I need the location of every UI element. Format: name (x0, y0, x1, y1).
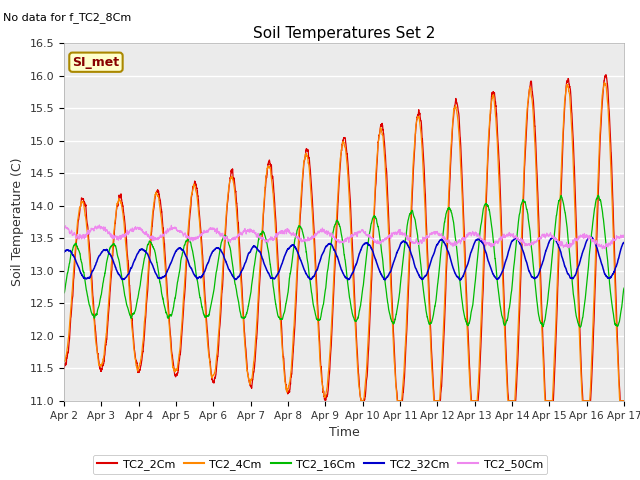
TC2_50Cm (598, 246, 606, 252)
Line: TC2_50Cm: TC2_50Cm (64, 225, 624, 249)
TC2_32Cm (456, 277, 464, 283)
TC2_50Cm (60, 227, 68, 232)
TC2_32Cm (620, 240, 628, 245)
TC2_32Cm (586, 234, 593, 240)
TC2_50Cm (620, 233, 627, 239)
TC2_16Cm (161, 303, 168, 309)
Text: SI_met: SI_met (72, 56, 120, 69)
TC2_4Cm (161, 257, 168, 263)
TC2_32Cm (161, 274, 168, 279)
TC2_32Cm (323, 243, 331, 249)
TC2_4Cm (470, 398, 477, 404)
Legend: TC2_2Cm, TC2_4Cm, TC2_16Cm, TC2_32Cm, TC2_50Cm: TC2_2Cm, TC2_4Cm, TC2_16Cm, TC2_32Cm, TC… (93, 455, 547, 474)
TC2_32Cm (470, 242, 477, 248)
TC2_32Cm (438, 237, 446, 243)
TC2_16Cm (501, 322, 509, 328)
TC2_16Cm (60, 290, 68, 296)
TC2_32Cm (502, 259, 509, 265)
Y-axis label: Soil Temperature (C): Soil Temperature (C) (11, 158, 24, 286)
TC2_4Cm (620, 398, 627, 404)
Text: No data for f_TC2_8Cm: No data for f_TC2_8Cm (3, 12, 131, 23)
TC2_4Cm (439, 346, 447, 351)
Line: TC2_4Cm: TC2_4Cm (64, 83, 624, 401)
TC2_2Cm (323, 393, 331, 398)
TC2_2Cm (502, 332, 509, 337)
TC2_50Cm (470, 232, 477, 238)
TC2_2Cm (620, 398, 627, 404)
TC2_2Cm (161, 245, 168, 251)
TC2_50Cm (161, 229, 168, 235)
Line: TC2_16Cm: TC2_16Cm (64, 195, 624, 327)
TC2_4Cm (620, 398, 628, 404)
TC2_50Cm (439, 236, 447, 241)
TC2_50Cm (323, 232, 331, 238)
TC2_32Cm (620, 240, 627, 246)
TC2_50Cm (620, 234, 628, 240)
TC2_2Cm (60, 366, 68, 372)
TC2_2Cm (602, 72, 610, 78)
TC2_16Cm (620, 288, 627, 293)
TC2_16Cm (438, 237, 446, 242)
X-axis label: Time: Time (328, 426, 360, 439)
TC2_32Cm (60, 250, 68, 255)
TC2_50Cm (502, 234, 509, 240)
TC2_16Cm (576, 324, 584, 330)
TC2_2Cm (321, 398, 329, 404)
TC2_16Cm (595, 192, 602, 198)
TC2_2Cm (470, 398, 477, 404)
TC2_4Cm (357, 398, 365, 404)
Line: TC2_32Cm: TC2_32Cm (64, 237, 624, 280)
TC2_2Cm (439, 362, 447, 368)
Title: Soil Temperatures Set 2: Soil Temperatures Set 2 (253, 25, 435, 41)
Line: TC2_2Cm: TC2_2Cm (64, 75, 624, 401)
TC2_50Cm (96, 222, 104, 228)
TC2_4Cm (502, 348, 509, 354)
TC2_4Cm (601, 80, 609, 85)
TC2_4Cm (323, 384, 331, 390)
TC2_16Cm (323, 271, 331, 276)
TC2_2Cm (620, 398, 628, 404)
TC2_16Cm (470, 296, 477, 301)
TC2_16Cm (620, 285, 628, 291)
TC2_4Cm (60, 358, 68, 364)
